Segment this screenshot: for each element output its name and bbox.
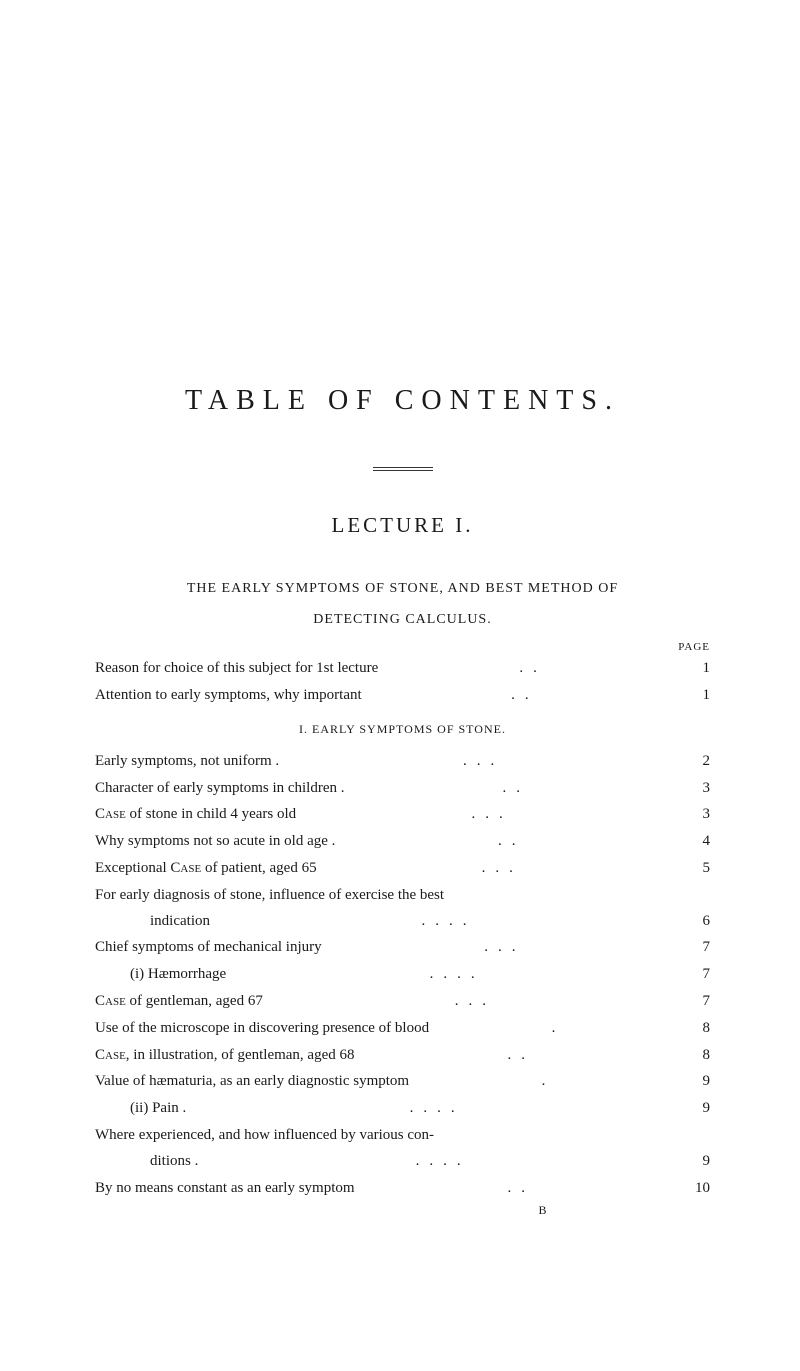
page-column-label: PAGE (95, 641, 710, 653)
toc-dots: .. (362, 683, 688, 709)
toc-text: Reason for choice of this subject for 1s… (95, 656, 378, 682)
toc-page-num: 10 (688, 1176, 710, 1202)
toc-page-num: 8 (688, 1043, 710, 1069)
toc-row: Case of gentleman, aged 67...7 (95, 989, 710, 1015)
toc-text: Use of the microscope in discovering pre… (95, 1016, 429, 1042)
toc-text: (i) Hæmorrhage (130, 962, 226, 988)
toc-dots: ... (322, 935, 688, 961)
chapter-heading-line1: THE EARLY SYMPTOMS OF STONE, AND BEST ME… (95, 576, 710, 603)
toc-page-num: 8 (688, 1016, 710, 1042)
toc-dots: .. (355, 1043, 689, 1069)
toc-page-num: 7 (688, 989, 710, 1015)
toc-text: Attention to early symptoms, why importa… (95, 683, 362, 709)
last-entry-block: By no means constant as an early symptom… (95, 1176, 710, 1202)
toc-dots: ... (317, 856, 688, 882)
main-title: TABLE OF CONTENTS. (95, 385, 710, 417)
toc-page-num: 7 (688, 935, 710, 961)
toc-row: Case of stone in child 4 years old...3 (95, 802, 710, 828)
intro-entries-block: Reason for choice of this subject for 1s… (95, 656, 710, 709)
toc-row: (ii) Pain .....9 (95, 1096, 710, 1122)
toc-page-num: 7 (688, 962, 710, 988)
multi1-line2-row: indication .... 6 (95, 909, 710, 935)
toc-row: Reason for choice of this subject for 1s… (95, 656, 710, 682)
multi2-line2-row: ditions . .... 9 (95, 1149, 710, 1175)
toc-text: Chief symptoms of mechanical injury (95, 935, 322, 961)
toc-row: Use of the microscope in discovering pre… (95, 1016, 710, 1042)
toc-row: By no means constant as an early symptom… (95, 1176, 710, 1202)
toc-text: Case, in illustration, of gentleman, age… (95, 1043, 355, 1069)
toc-page-num: 4 (688, 829, 710, 855)
signature-mark: B (95, 1203, 710, 1218)
toc-page-num: 3 (688, 802, 710, 828)
toc-row: (i) Hæmorrhage....7 (95, 962, 710, 988)
toc-page-num: 1 (688, 683, 710, 709)
toc-row: Exceptional Case of patient, aged 65...5 (95, 856, 710, 882)
toc-row: Case, in illustration, of gentleman, age… (95, 1043, 710, 1069)
toc-row: Chief symptoms of mechanical injury...7 (95, 935, 710, 961)
toc-dots: ... (263, 989, 688, 1015)
toc-dots: ... (279, 749, 688, 775)
toc-dots: .... (226, 962, 688, 988)
toc-dots: . (409, 1069, 688, 1095)
toc-text: Value of hæmaturia, as an early diagnost… (95, 1069, 409, 1095)
toc-dots: .. (355, 1176, 688, 1202)
multi1-line1: For early diagnosis of stone, influence … (95, 883, 710, 909)
toc-dots: .. (335, 829, 688, 855)
toc-page-num: 5 (688, 856, 710, 882)
section1-entries-a: Early symptoms, not uniform ....2Charact… (95, 749, 710, 882)
toc-page-num: 1 (688, 656, 710, 682)
toc-dots: .. (345, 776, 688, 802)
multi2-line2-text: ditions . (150, 1149, 198, 1175)
multi2-dots: .... (198, 1149, 688, 1175)
toc-row: Early symptoms, not uniform ....2 (95, 749, 710, 775)
subsection1-heading: I. EARLY SYMPTOMS OF STONE. (95, 722, 710, 737)
title-divider (373, 467, 433, 468)
toc-row: Why symptoms not so acute in old age ...… (95, 829, 710, 855)
toc-text: Character of early symptoms in children … (95, 776, 345, 802)
toc-text: Case of stone in child 4 years old (95, 802, 296, 828)
toc-text: (ii) Pain . (130, 1096, 186, 1122)
toc-text: Case of gentleman, aged 67 (95, 989, 263, 1015)
chapter-heading-line2: DETECTING CALCULUS. (95, 607, 710, 634)
toc-dots: ... (296, 802, 688, 828)
lecture-heading: LECTURE I. (95, 513, 710, 538)
toc-dots: .. (378, 656, 688, 682)
toc-row: Character of early symptoms in children … (95, 776, 710, 802)
toc-row: Value of hæmaturia, as an early diagnost… (95, 1069, 710, 1095)
multi-entry-1: For early diagnosis of stone, influence … (95, 883, 710, 935)
toc-text: Why symptoms not so acute in old age . (95, 829, 335, 855)
section1-entries-b: Chief symptoms of mechanical injury...7(… (95, 935, 710, 1122)
toc-dots: .... (186, 1096, 688, 1122)
toc-dots: . (429, 1016, 688, 1042)
toc-page-num: 9 (688, 1096, 710, 1122)
page-container: TABLE OF CONTENTS. LECTURE I. THE EARLY … (0, 0, 800, 1371)
multi2-line1: Where experienced, and how influenced by… (95, 1123, 710, 1149)
multi2-page: 9 (688, 1149, 710, 1175)
multi1-dots: .... (210, 909, 688, 935)
multi1-page: 6 (688, 909, 710, 935)
toc-page-num: 2 (688, 749, 710, 775)
toc-row: Attention to early symptoms, why importa… (95, 683, 710, 709)
toc-page-num: 9 (688, 1069, 710, 1095)
multi-entry-2: Where experienced, and how influenced by… (95, 1123, 710, 1175)
toc-text: Early symptoms, not uniform . (95, 749, 279, 775)
multi1-line2-text: indication (150, 909, 210, 935)
toc-text: By no means constant as an early symptom (95, 1176, 355, 1202)
toc-page-num: 3 (688, 776, 710, 802)
toc-text: Exceptional Case of patient, aged 65 (95, 856, 317, 882)
